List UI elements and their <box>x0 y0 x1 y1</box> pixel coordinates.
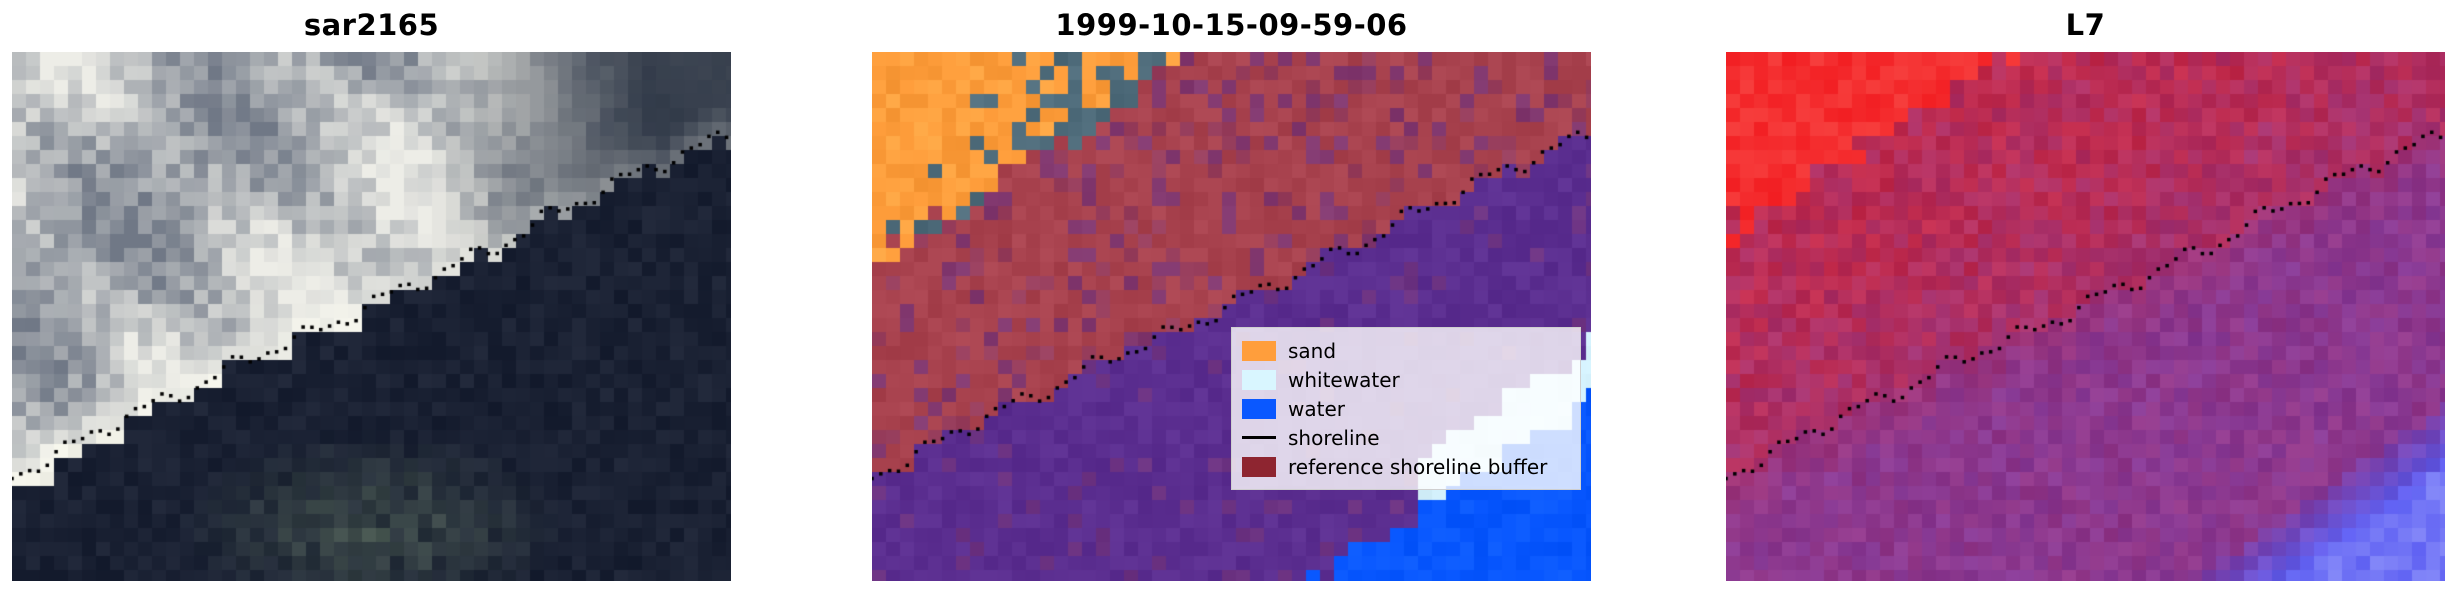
panel-classification: 1999-10-15-09-59-06 sand whitewater water s… <box>872 0 1591 593</box>
water-swatch <box>1242 398 1276 419</box>
panel-title-sar2165: sar2165 <box>303 8 440 42</box>
legend-item-sand: sand <box>1242 336 1570 365</box>
reference-shoreline-buffer-swatch <box>1242 456 1276 477</box>
panel-sar2165: sar2165 <box>12 0 731 593</box>
whitewater-swatch <box>1242 369 1276 390</box>
panel-title-classification: 1999-10-15-09-59-06 <box>1055 8 1408 42</box>
panel-l7: L7 <box>1726 0 2445 593</box>
sand-swatch <box>1242 340 1276 361</box>
classification-image <box>872 52 1591 581</box>
l7-image <box>1726 52 2445 581</box>
legend-label: sand <box>1288 338 1337 363</box>
legend: sand whitewater water shoreline reference sh… <box>1231 327 1581 490</box>
shoreline-line-swatch <box>1242 436 1276 439</box>
legend-item-shoreline: shoreline <box>1242 423 1570 452</box>
legend-label: shoreline <box>1288 425 1380 450</box>
legend-label: reference shoreline buffer <box>1288 454 1548 479</box>
legend-item-whitewater: whitewater <box>1242 365 1570 394</box>
legend-item-water: water <box>1242 394 1570 423</box>
sar-image <box>12 52 731 581</box>
legend-item-reference-shoreline-buffer: reference shoreline buffer <box>1242 452 1570 481</box>
legend-label: whitewater <box>1288 367 1400 392</box>
panel-title-l7: L7 <box>2065 8 2106 42</box>
legend-label: water <box>1288 396 1345 421</box>
